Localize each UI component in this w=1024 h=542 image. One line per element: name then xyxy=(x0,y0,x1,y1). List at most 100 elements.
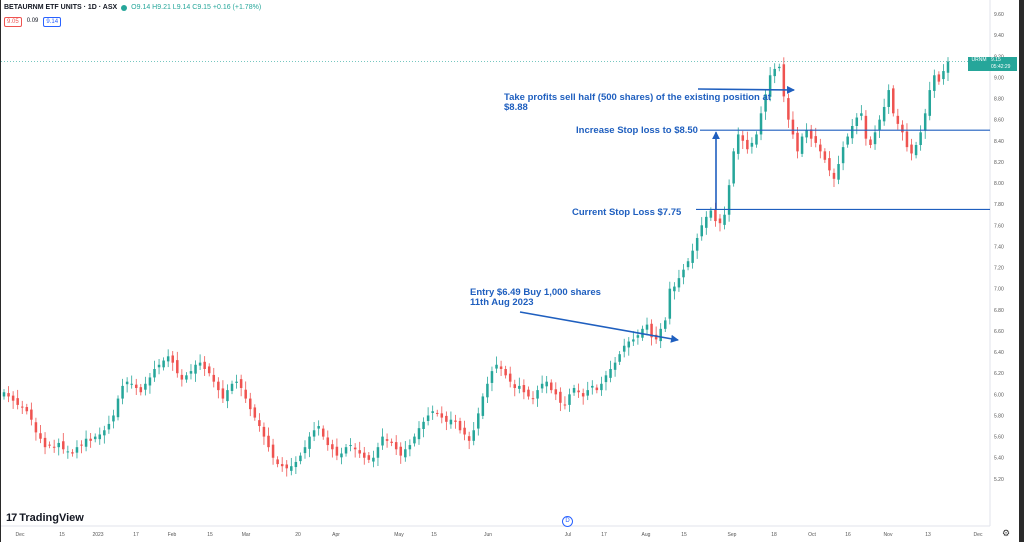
y-tick-label: 7.00 xyxy=(994,287,1004,293)
x-tick-label: Jul xyxy=(565,532,571,538)
candle-body xyxy=(331,444,334,450)
candle-body xyxy=(394,442,398,450)
y-tick-label: 6.00 xyxy=(994,392,1004,398)
candle-body xyxy=(249,398,252,410)
legend-header: BETAURNM ETF UNITS · 1D · ASX O9.14 H9.2… xyxy=(4,4,261,11)
candle-body xyxy=(869,139,872,146)
candle-body xyxy=(860,113,863,116)
candle-body xyxy=(381,436,384,446)
current-price-tag: 9.15 05:42:29 xyxy=(990,57,1017,71)
x-tick-label: Jun xyxy=(484,532,492,538)
candle-body xyxy=(7,393,10,397)
candle-body xyxy=(157,364,161,368)
candle-body xyxy=(508,373,512,382)
y-axis: 9.609.409.209.008.808.608.408.208.007.80… xyxy=(994,12,1004,483)
y-tick-label: 5.40 xyxy=(994,456,1004,462)
y-tick-label: 7.20 xyxy=(994,266,1004,272)
candle-body xyxy=(25,407,29,412)
candle-body xyxy=(591,385,594,388)
buy-button[interactable]: 9.14 xyxy=(43,17,62,27)
candle-body xyxy=(755,134,758,145)
candle-body xyxy=(823,151,827,160)
candle-body xyxy=(522,385,526,393)
candle-body xyxy=(828,158,831,171)
candle-body xyxy=(659,328,662,342)
annotation-arrows xyxy=(519,85,795,343)
candle-body xyxy=(148,377,152,386)
candle-body xyxy=(549,382,553,391)
candle-body xyxy=(841,147,845,164)
candle-body xyxy=(340,453,343,458)
candle-body xyxy=(198,362,202,366)
candle-body xyxy=(66,451,70,453)
candle-body xyxy=(581,393,585,397)
candle-body xyxy=(103,430,106,436)
market-open-dot-icon xyxy=(121,4,128,11)
candle-body xyxy=(166,356,170,362)
candle-body xyxy=(171,355,174,363)
candle-body xyxy=(518,385,521,389)
candle-body xyxy=(385,439,389,441)
candle-body xyxy=(645,324,649,330)
candle-body xyxy=(217,381,220,391)
candle-body xyxy=(417,428,421,440)
candle-body xyxy=(490,371,494,383)
y-tick-label: 5.60 xyxy=(994,435,1004,441)
candle-body xyxy=(855,117,859,126)
y-tick-label: 9.00 xyxy=(994,75,1004,81)
candle-body xyxy=(235,381,238,383)
candle-body xyxy=(472,430,475,441)
candle-body xyxy=(577,390,580,393)
dividend-flag-icon[interactable]: D xyxy=(562,516,573,527)
candle-body xyxy=(16,398,19,405)
candle-body xyxy=(609,368,612,378)
candle-body xyxy=(372,457,375,462)
annotation-current-stop: Current Stop Loss $7.75 xyxy=(572,207,682,218)
sell-button[interactable]: 9.05 xyxy=(4,17,22,27)
tradingview-logo[interactable]: 17 TradingView xyxy=(6,512,84,524)
candle-body xyxy=(107,423,111,430)
candle-body xyxy=(705,216,708,228)
candle-body xyxy=(426,415,430,421)
y-tick-label: 7.80 xyxy=(994,202,1004,208)
candle-body xyxy=(741,135,745,141)
candle-body xyxy=(30,409,33,420)
candle-body xyxy=(358,450,361,454)
candle-body xyxy=(162,360,165,368)
x-tick-label: 17 xyxy=(601,532,607,538)
candle-body xyxy=(805,130,808,138)
candle-body xyxy=(299,455,302,462)
candle-body xyxy=(923,113,927,131)
candle-body xyxy=(910,144,913,154)
gear-icon[interactable]: ⚙ xyxy=(1002,528,1011,538)
candle-body xyxy=(176,360,179,374)
candle-body xyxy=(618,354,621,362)
candle-body xyxy=(276,459,279,465)
candle-body xyxy=(62,441,65,450)
candle-body xyxy=(892,88,895,114)
take-profit-arrow xyxy=(697,85,795,94)
candle-body xyxy=(454,420,457,422)
symbol-price-tag: URNM xyxy=(968,57,990,71)
candle-body xyxy=(746,139,749,150)
symbol-title[interactable]: BETAURNM ETF UNITS · 1D · ASX xyxy=(4,4,118,11)
candle-body xyxy=(796,132,799,152)
candle-body xyxy=(791,119,795,135)
x-tick-label: 18 xyxy=(771,532,777,538)
x-tick-label: 13 xyxy=(925,532,931,538)
candle-body xyxy=(2,392,6,397)
bar-countdown: 05:42:29 xyxy=(991,64,1011,70)
candle-body xyxy=(654,334,658,340)
candle-body xyxy=(353,447,357,450)
candle-body xyxy=(221,388,225,399)
y-tick-label: 8.20 xyxy=(994,160,1004,166)
candle-body xyxy=(34,422,38,433)
x-tick-label: May xyxy=(394,532,404,538)
candle-body xyxy=(727,185,731,215)
candle-body xyxy=(153,368,156,378)
candle-body xyxy=(486,383,489,398)
candle-body xyxy=(718,218,722,224)
candle-body xyxy=(349,445,352,447)
